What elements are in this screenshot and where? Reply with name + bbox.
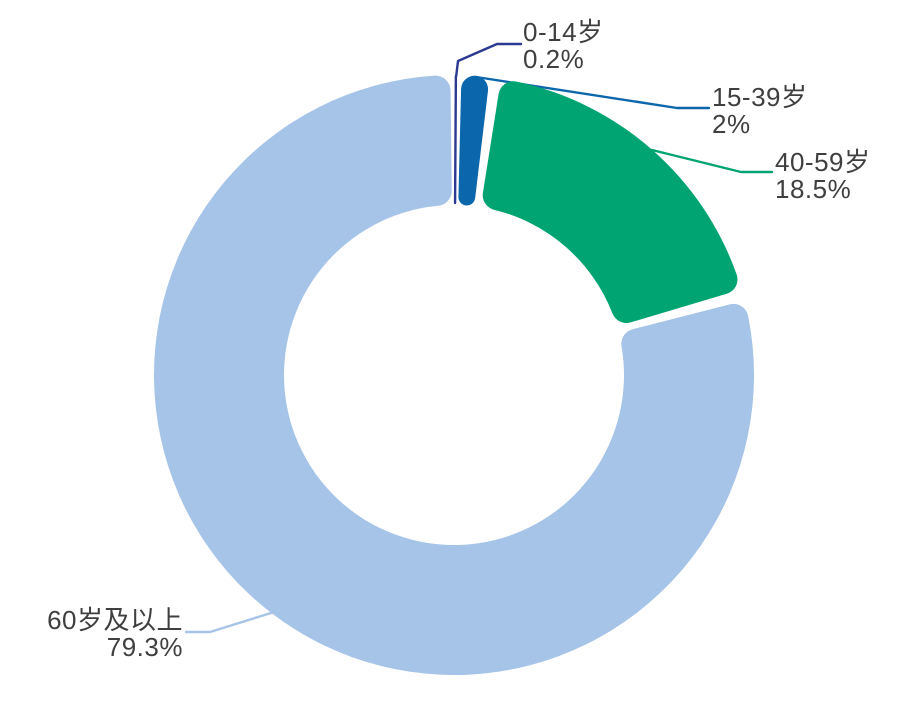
slice-label-value: 79.3%: [106, 632, 183, 662]
leader-line-2: [650, 148, 774, 174]
slice-label-name: 60岁及以上: [47, 605, 183, 635]
donut-slice-1: [458, 75, 489, 206]
leader-line-0: [455, 42, 523, 78]
donut-slice-0: [453, 75, 458, 205]
leader-line-3: [184, 611, 273, 634]
slice-label-value: 2%: [712, 109, 751, 139]
slice-label-0-14: 0-14岁 0.2%: [523, 19, 604, 73]
slice-label-name: 40-59岁: [775, 147, 871, 177]
slice-label-15-39: 15-39岁 2%: [712, 84, 808, 138]
donut-slice-2: [482, 81, 738, 324]
slice-label-40-59: 40-59岁 18.5%: [775, 149, 871, 203]
leader-line-1: [474, 75, 711, 110]
donut-slice-3: [154, 75, 755, 675]
slice-label-value: 0.2%: [523, 44, 585, 74]
slice-label-60-plus: 60岁及以上 79.3%: [47, 607, 183, 661]
slice-label-name: 15-39岁: [712, 82, 808, 112]
slice-label-value: 18.5%: [775, 174, 852, 204]
slice-label-name: 0-14岁: [523, 17, 604, 47]
